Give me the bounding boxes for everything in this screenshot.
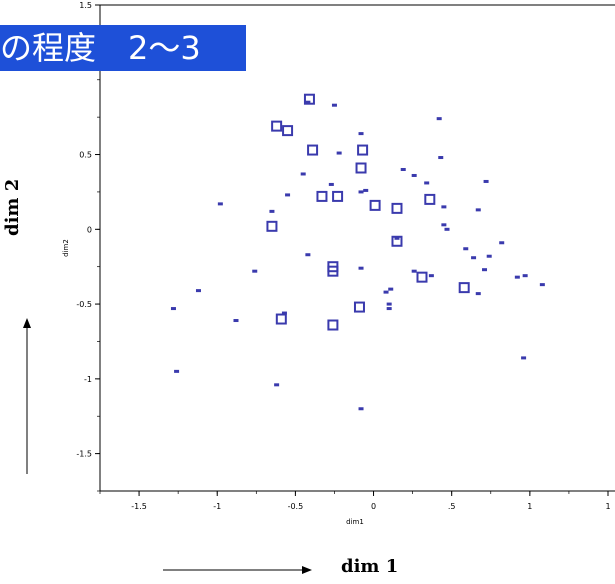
data-point-dash — [363, 189, 368, 192]
data-point-dash — [359, 407, 364, 410]
data-point-dash — [196, 289, 201, 292]
data-point-dash — [359, 190, 364, 193]
data-point-dash — [218, 202, 223, 205]
data-point-dash — [515, 276, 520, 279]
data-point-dash — [401, 168, 406, 171]
data-point-dash — [359, 132, 364, 135]
data-point-dash — [337, 152, 342, 155]
x-axis-label: dim1 — [346, 518, 364, 526]
data-point-dash — [445, 228, 450, 231]
data-point-square — [267, 222, 276, 231]
data-point-dash — [521, 356, 526, 359]
data-point-square — [371, 201, 380, 210]
data-point-square — [328, 321, 337, 330]
data-point-square — [425, 195, 434, 204]
data-point-dash — [285, 193, 290, 196]
data-point-dash — [301, 172, 306, 175]
data-point-dash — [476, 292, 481, 295]
outer-y-arrow-head — [23, 318, 31, 328]
data-point-dash — [437, 117, 442, 120]
data-point-dash — [499, 241, 504, 244]
data-point-square — [357, 163, 366, 172]
data-point-dash — [429, 274, 434, 277]
data-point-square — [460, 283, 469, 292]
data-point-dash — [412, 174, 417, 177]
data-point-dash — [171, 307, 176, 310]
data-point-dash — [252, 270, 257, 273]
data-point-square — [283, 126, 292, 135]
data-point-dash — [482, 268, 487, 271]
data-point-dash — [424, 181, 429, 184]
y-tick-label: 1.5 — [79, 1, 92, 10]
data-point-dash — [484, 180, 489, 183]
data-point-dash — [233, 319, 238, 322]
x-tick-label: 1 — [605, 502, 610, 511]
data-point-dash — [269, 210, 274, 213]
x-tick-label: .5 — [448, 502, 456, 511]
data-point-dash — [274, 383, 279, 386]
x-tick-label: -0.5 — [288, 502, 304, 511]
data-point-square — [272, 122, 281, 131]
outer-x-arrow-head — [302, 566, 312, 574]
data-point-square — [392, 204, 401, 213]
data-point-dash — [329, 183, 334, 186]
data-point-dash — [412, 270, 417, 273]
data-point-dash — [359, 267, 364, 270]
y-tick-label: -1 — [84, 375, 92, 384]
data-point-dash — [438, 156, 443, 159]
data-point-dash — [540, 283, 545, 286]
x-tick-label: 1 — [527, 502, 532, 511]
data-point-dash — [174, 370, 179, 373]
data-point-dash — [487, 255, 492, 258]
y-tick-label: 0 — [87, 225, 92, 234]
data-point-dash — [476, 208, 481, 211]
y-tick-label: 0.5 — [79, 151, 92, 160]
data-point-square — [355, 303, 364, 312]
y-tick-label: -0.5 — [76, 300, 92, 309]
data-point-dash — [384, 291, 389, 294]
x-tick-label: 0 — [371, 502, 376, 511]
data-point-dash — [387, 303, 392, 306]
data-point-dash — [441, 223, 446, 226]
data-point-square — [417, 273, 426, 282]
data-point-dash — [388, 288, 393, 291]
y-tick-label: -1.5 — [76, 450, 92, 459]
data-point-square — [277, 315, 286, 324]
title-banner: の程度 2〜3 — [0, 25, 246, 71]
data-point-square — [308, 146, 317, 155]
data-point-dash — [305, 253, 310, 256]
y-axis-label: dim2 — [62, 239, 70, 257]
data-point-dash — [441, 205, 446, 208]
data-point-dash — [387, 307, 392, 310]
data-point-dash — [463, 247, 468, 250]
x-tick-label: -1 — [213, 502, 221, 511]
x-tick-label: -1.5 — [131, 502, 147, 511]
outer-x-axis-label: dim 1 — [341, 556, 398, 577]
outer-y-axis-label: dim 2 — [2, 179, 23, 236]
data-point-square — [333, 192, 342, 201]
data-point-square — [317, 192, 326, 201]
data-point-square — [358, 146, 367, 155]
data-point-dash — [471, 256, 476, 259]
data-point-dash — [523, 274, 528, 277]
data-point-dash — [332, 104, 337, 107]
